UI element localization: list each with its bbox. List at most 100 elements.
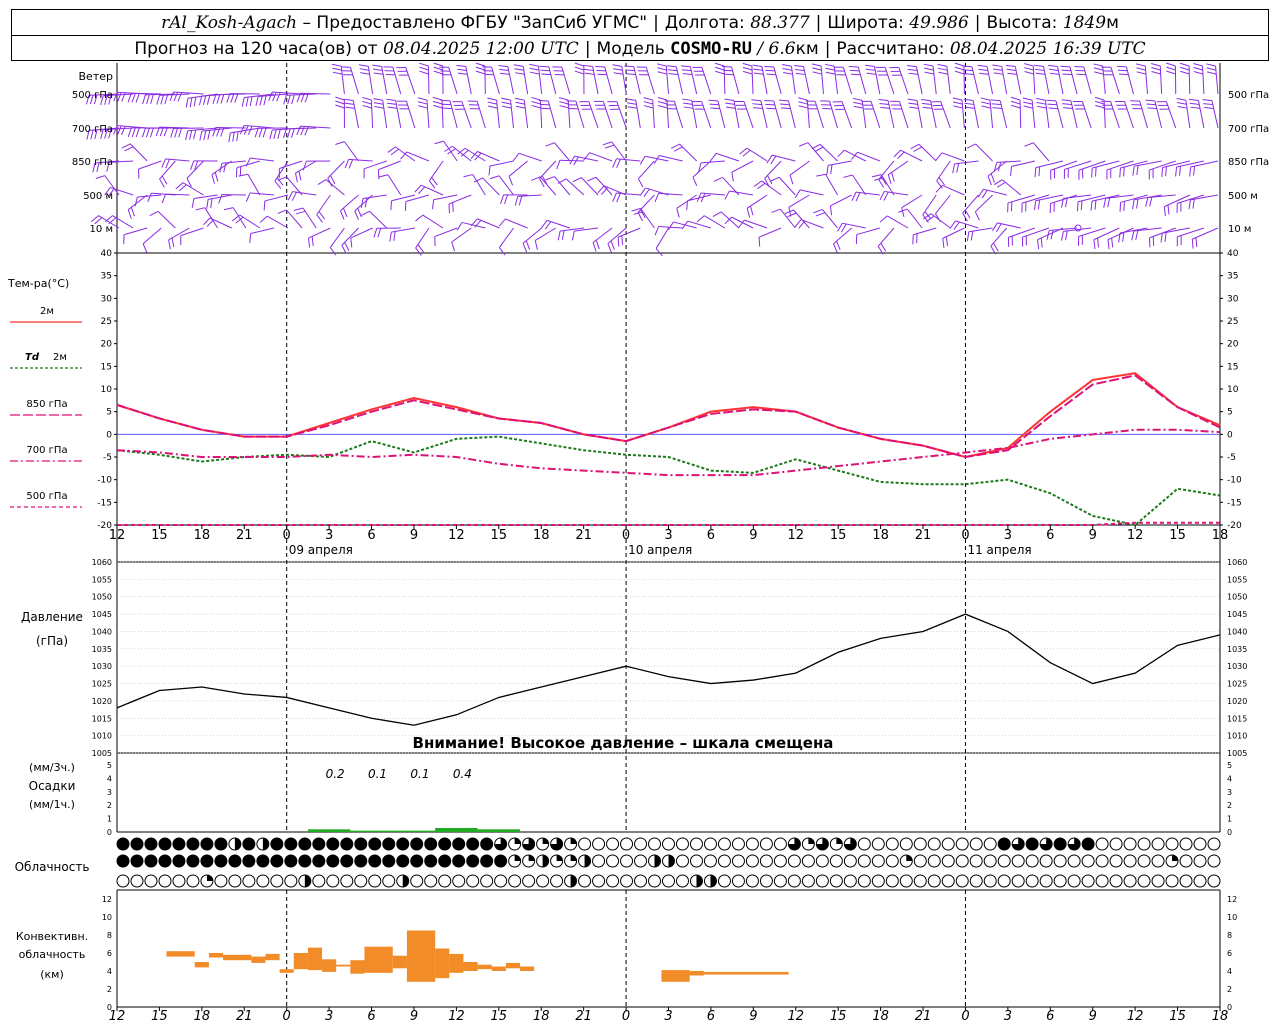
cloud-circle-outline [158, 874, 172, 888]
cloud-circle-outline [1053, 854, 1067, 868]
wind-barb-flag [121, 92, 126, 102]
cloud-cover-circle [1151, 854, 1165, 868]
temp-tick-label-right: 0 [1227, 430, 1233, 440]
wind-barb-flag [953, 101, 963, 105]
wind-barb-flag [345, 106, 355, 109]
wind-barb-flag [991, 103, 1002, 106]
wind-barb-flag [95, 175, 106, 179]
cloud-cover-circle [368, 874, 382, 888]
wind-barb-flag [812, 67, 822, 71]
cloud-circle-half [584, 855, 591, 867]
cloud-cover-circle [326, 854, 340, 868]
wind-barb-flag [794, 68, 805, 72]
wind-barb-flag [843, 174, 853, 178]
cloud-circle-outline [284, 874, 298, 888]
wind-barb-flag [135, 93, 140, 103]
wind-barb [887, 100, 895, 129]
wind-barb-flag [829, 205, 833, 216]
cloud-cover-circle [214, 874, 228, 888]
convective-cloud-bar [392, 955, 407, 969]
cloud-cover-circle [312, 837, 326, 851]
cloud-cover-circle [871, 837, 885, 851]
cloud-circle-outline [1109, 854, 1123, 868]
wind-barb [510, 100, 515, 129]
pressure-tick-label-left: 1055 [92, 575, 112, 584]
wind-barb-flag [531, 104, 541, 109]
wind-barb-flag [1193, 66, 1203, 71]
wind-barb-flag [722, 65, 732, 68]
wind-barb-flag [419, 66, 429, 71]
cloud-circle-outline [228, 874, 242, 888]
wind-barb-flag [1178, 166, 1181, 176]
wind-barb-flag [1203, 103, 1213, 106]
hour-tick-label: 6 [707, 528, 715, 543]
wind-barb-flag [169, 91, 175, 101]
wind-barb-flag [232, 132, 235, 142]
wind-barb-flag [212, 127, 217, 137]
wind-barb-flag [981, 189, 988, 199]
wind-barb-flag [1150, 63, 1161, 67]
wind-barb-flag [358, 64, 369, 67]
wind-barb-flag [990, 245, 997, 255]
wind-barb-flag [825, 71, 836, 75]
wind-barb-flag [814, 146, 824, 152]
wind-barb-flag [765, 103, 775, 106]
cloud-cover-circle [1109, 874, 1123, 888]
wind-barb-flag [1116, 65, 1127, 68]
cloud-cover-circle [1039, 874, 1053, 888]
wind-barb [621, 66, 627, 95]
header-row-station: rAl_Kosh-Agach – Предоставлено ФГБУ "Зап… [12, 10, 1268, 36]
wind-barb-flag [766, 175, 773, 185]
wind-barb-flag [658, 105, 668, 109]
wind-barb [916, 100, 923, 129]
wind-barb-flag [178, 128, 183, 138]
wind-barb-flag [300, 126, 305, 136]
hour-tick-label: 21 [915, 528, 932, 543]
precip-bar [307, 829, 351, 832]
convective-cloud-bar [194, 962, 209, 968]
temp-tick-label-left: -5 [103, 453, 112, 463]
wind-barb-flag [993, 179, 1003, 186]
cloud-cover-circle [1165, 874, 1179, 888]
cloud-cover-circle [773, 837, 787, 851]
wind-barb-flag [655, 248, 663, 257]
wind-barb-flag [203, 217, 211, 226]
wind-barb-flag [291, 128, 295, 138]
wind-barb-flag [234, 93, 239, 103]
cloud-cover-circle [564, 874, 578, 888]
wind-barb [286, 209, 303, 229]
cloud-cover-circle [1067, 854, 1081, 868]
wind-barb [250, 227, 275, 235]
wind-barb-flag [1007, 72, 1017, 75]
wind-barb [1011, 160, 1035, 167]
cloud-circle-full [117, 855, 129, 867]
wind-barb [602, 101, 613, 129]
hour-tick-label-bottom: 9 [1089, 1009, 1097, 1024]
wind-barb [1022, 227, 1050, 238]
wind-barb-flag [811, 143, 821, 150]
cloud-cover-circle [298, 854, 312, 868]
cloud-circle-quarter [528, 855, 535, 861]
wind-barb-flag [1061, 69, 1072, 72]
wind-barb-flag [898, 208, 908, 213]
wind-level-label-right: 700 гПа [1228, 124, 1269, 135]
wind-barb-flag [241, 97, 245, 107]
wind-barb [760, 100, 768, 129]
cloud-circle-full [368, 855, 381, 867]
wind-barb-flag [428, 180, 436, 189]
cloud-circle-full [354, 855, 367, 867]
cloud-circle-outline [1137, 854, 1151, 868]
wind-barb [204, 207, 219, 229]
cloud-circle-quarter [514, 855, 521, 861]
cloud-cover-circle [494, 854, 508, 868]
wind-barb-flag [348, 159, 354, 169]
cloud-cover-circle [815, 854, 829, 868]
pressure-tick-label-right: 1010 [1227, 732, 1247, 741]
wind-barb-flag [400, 151, 408, 160]
wind-barb-flag [602, 141, 612, 146]
wind-barb-flag [1179, 66, 1190, 71]
cloud-cover-circle [466, 854, 480, 868]
cloud-circle-outline [620, 854, 634, 868]
wind-barb-flag [779, 103, 790, 106]
wind-barb-flag [514, 97, 525, 101]
